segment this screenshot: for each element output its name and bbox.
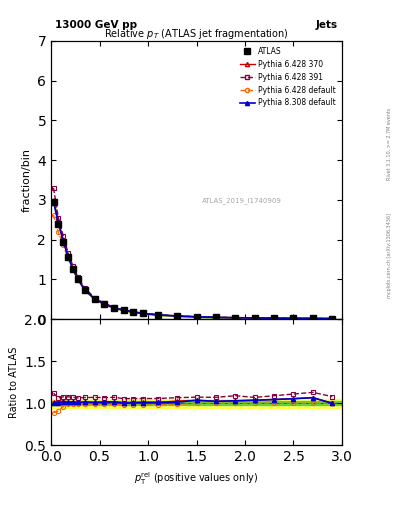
X-axis label: $p_{\rm T}^{\rm rel}$ (positive values only): $p_{\rm T}^{\rm rel}$ (positive values o… — [134, 470, 259, 487]
Title: Relative $p_{T}$ (ATLAS jet fragmentation): Relative $p_{T}$ (ATLAS jet fragmentatio… — [104, 27, 289, 41]
Text: 13000 GeV pp: 13000 GeV pp — [55, 20, 137, 30]
Y-axis label: fraction/bin: fraction/bin — [22, 148, 32, 212]
Text: ATLAS_2019_I1740909: ATLAS_2019_I1740909 — [202, 197, 282, 204]
Legend: ATLAS, Pythia 6.428 370, Pythia 6.428 391, Pythia 6.428 default, Pythia 8.308 de: ATLAS, Pythia 6.428 370, Pythia 6.428 39… — [237, 45, 338, 110]
Y-axis label: Ratio to ATLAS: Ratio to ATLAS — [9, 347, 19, 418]
Text: mcplots.cern.ch [arXiv:1306.3436]: mcplots.cern.ch [arXiv:1306.3436] — [387, 214, 391, 298]
Text: Jets: Jets — [316, 20, 338, 30]
Text: Rivet 3.1.10, >= 2.7M events: Rivet 3.1.10, >= 2.7M events — [387, 107, 391, 180]
